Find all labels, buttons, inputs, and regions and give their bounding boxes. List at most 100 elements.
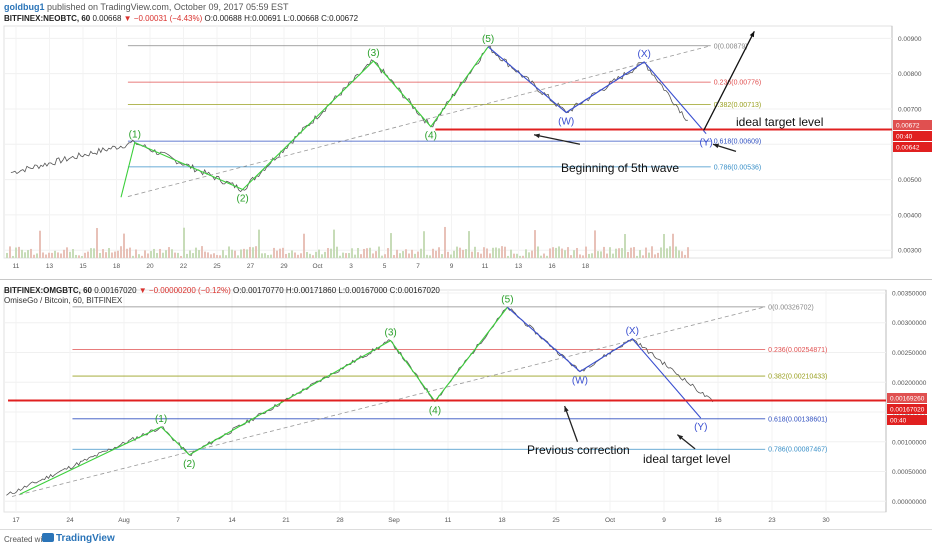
author-link[interactable]: goldbug1 (4, 2, 45, 12)
volume-bar (522, 255, 524, 258)
volume-bar (195, 247, 197, 258)
volume-bar (270, 254, 272, 258)
omgbtc-low: L:0.00167000 (338, 286, 388, 295)
x-tick-label: 7 (176, 517, 180, 524)
volume-bar (159, 248, 161, 258)
volume-bar (564, 250, 566, 258)
volume-bar (510, 249, 512, 258)
volume-bar (528, 252, 530, 258)
panel-divider (0, 279, 932, 280)
volume-bar (450, 254, 452, 258)
volume-bar (135, 249, 137, 258)
y-tick-label: 0.00300000 (892, 320, 927, 327)
volume-bar (105, 252, 107, 258)
volume-bar (276, 250, 278, 258)
y-tick-label: 0.00400 (898, 212, 922, 219)
x-tick-label: 27 (247, 263, 255, 270)
volume-bar (153, 248, 155, 258)
neobtc-open: O:0.00688 (204, 14, 242, 23)
omgbtc-symbol: BITFINEX:OMGBTC, 60 (4, 286, 93, 295)
volume-bar (21, 249, 23, 258)
volume-bar (489, 253, 491, 258)
omgbtc-chart-panel[interactable]: BITFINEX:OMGBTC, 60 0.00167020 ▼ −0.0000… (0, 286, 932, 530)
wave-label: (2) (237, 193, 249, 204)
x-tick-label: 18 (582, 263, 590, 270)
y-tick-label: 0.00050000 (892, 469, 927, 476)
y-tick-label: 0.00800 (898, 71, 922, 78)
published-text: published on TradingView.com, October 09… (47, 2, 289, 12)
volume-bar (534, 230, 536, 258)
volume-bar (123, 233, 125, 258)
volume-bar (336, 246, 338, 258)
x-tick-label: 29 (280, 263, 288, 270)
volume-bar (366, 248, 368, 258)
beginning-pointer-arrow (533, 134, 581, 145)
volume-bar (282, 247, 284, 258)
volume-bar (426, 254, 428, 258)
price-label-text: 0.00169260 (890, 396, 925, 403)
previous-correction-arrow-head (564, 406, 569, 413)
omgbtc-change: ▼ −0.00000200 (−0.12%) (138, 286, 231, 295)
x-tick-label: 11 (482, 263, 489, 270)
volume-bar (354, 254, 356, 258)
volume-bar (483, 247, 485, 258)
volume-bar (213, 253, 215, 258)
x-tick-label: 20 (146, 263, 154, 270)
volume-bar (456, 246, 458, 258)
projection-arrow (703, 31, 755, 131)
volume-bar (423, 231, 425, 258)
fib-level-label: 0.236(0.00254871) (768, 347, 827, 354)
x-tick-label: 9 (662, 517, 666, 524)
x-tick-label: 23 (768, 517, 776, 524)
wave-label: (4) (425, 131, 437, 142)
x-tick-label: 16 (548, 263, 556, 270)
y-tick-label: 0.00900 (898, 36, 922, 43)
volume-bar (162, 252, 164, 258)
x-tick-label: 21 (282, 517, 290, 524)
tradingview-logo[interactable]: TradingView (42, 533, 115, 544)
volume-bar (615, 248, 617, 258)
publication-line: goldbug1 published on TradingView.com, O… (4, 2, 289, 14)
volume-bar (543, 253, 545, 258)
volume-bar (297, 254, 299, 258)
trend-dashed-line (127, 45, 711, 197)
volume-bar (339, 255, 341, 258)
volume-bar (444, 226, 446, 258)
omgbtc-close: C:0.00167020 (389, 286, 440, 295)
impulse-wave-path (19, 306, 508, 495)
price-label-text: 0.00672 (896, 123, 920, 130)
tradingview-logo-icon (42, 533, 54, 542)
volume-bar (645, 247, 647, 258)
volume-bar (387, 248, 389, 258)
y-tick-label: 0.00100000 (892, 439, 927, 446)
volume-bar (189, 250, 191, 258)
volume-bar (438, 247, 440, 258)
volume-bar (435, 250, 437, 258)
fib-level-label: 0.618(0.00609) (714, 139, 761, 146)
volume-bar (600, 251, 602, 258)
volume-bar (90, 248, 92, 258)
x-tick-label: 7 (416, 263, 420, 270)
volume-bar (648, 252, 650, 258)
volume-bar (369, 247, 371, 258)
volume-bar (294, 252, 296, 258)
volume-bar (579, 254, 581, 258)
x-tick-label: 18 (498, 517, 506, 524)
volume-bar (33, 254, 35, 258)
volume-bar (393, 255, 395, 258)
x-tick-label: 9 (450, 263, 454, 270)
price-label-box (887, 404, 927, 414)
volume-bar (552, 247, 554, 258)
volume-bar (576, 247, 578, 258)
volume-bar (612, 253, 614, 258)
neobtc-chart-panel[interactable]: BITFINEX:NEOBTC, 60 0.00668 ▼ −0.00031 (… (0, 14, 932, 276)
volume-bar (117, 250, 119, 258)
volume-bar (171, 249, 173, 258)
price-label-box (887, 393, 927, 403)
volume-bar (633, 247, 635, 258)
volume-bar (669, 246, 671, 258)
volume-bar (150, 251, 152, 258)
volume-bar (678, 250, 680, 258)
neobtc-plot: 0.009000.008000.007000.006000.005000.004… (3, 25, 932, 270)
volume-bar (273, 247, 275, 258)
